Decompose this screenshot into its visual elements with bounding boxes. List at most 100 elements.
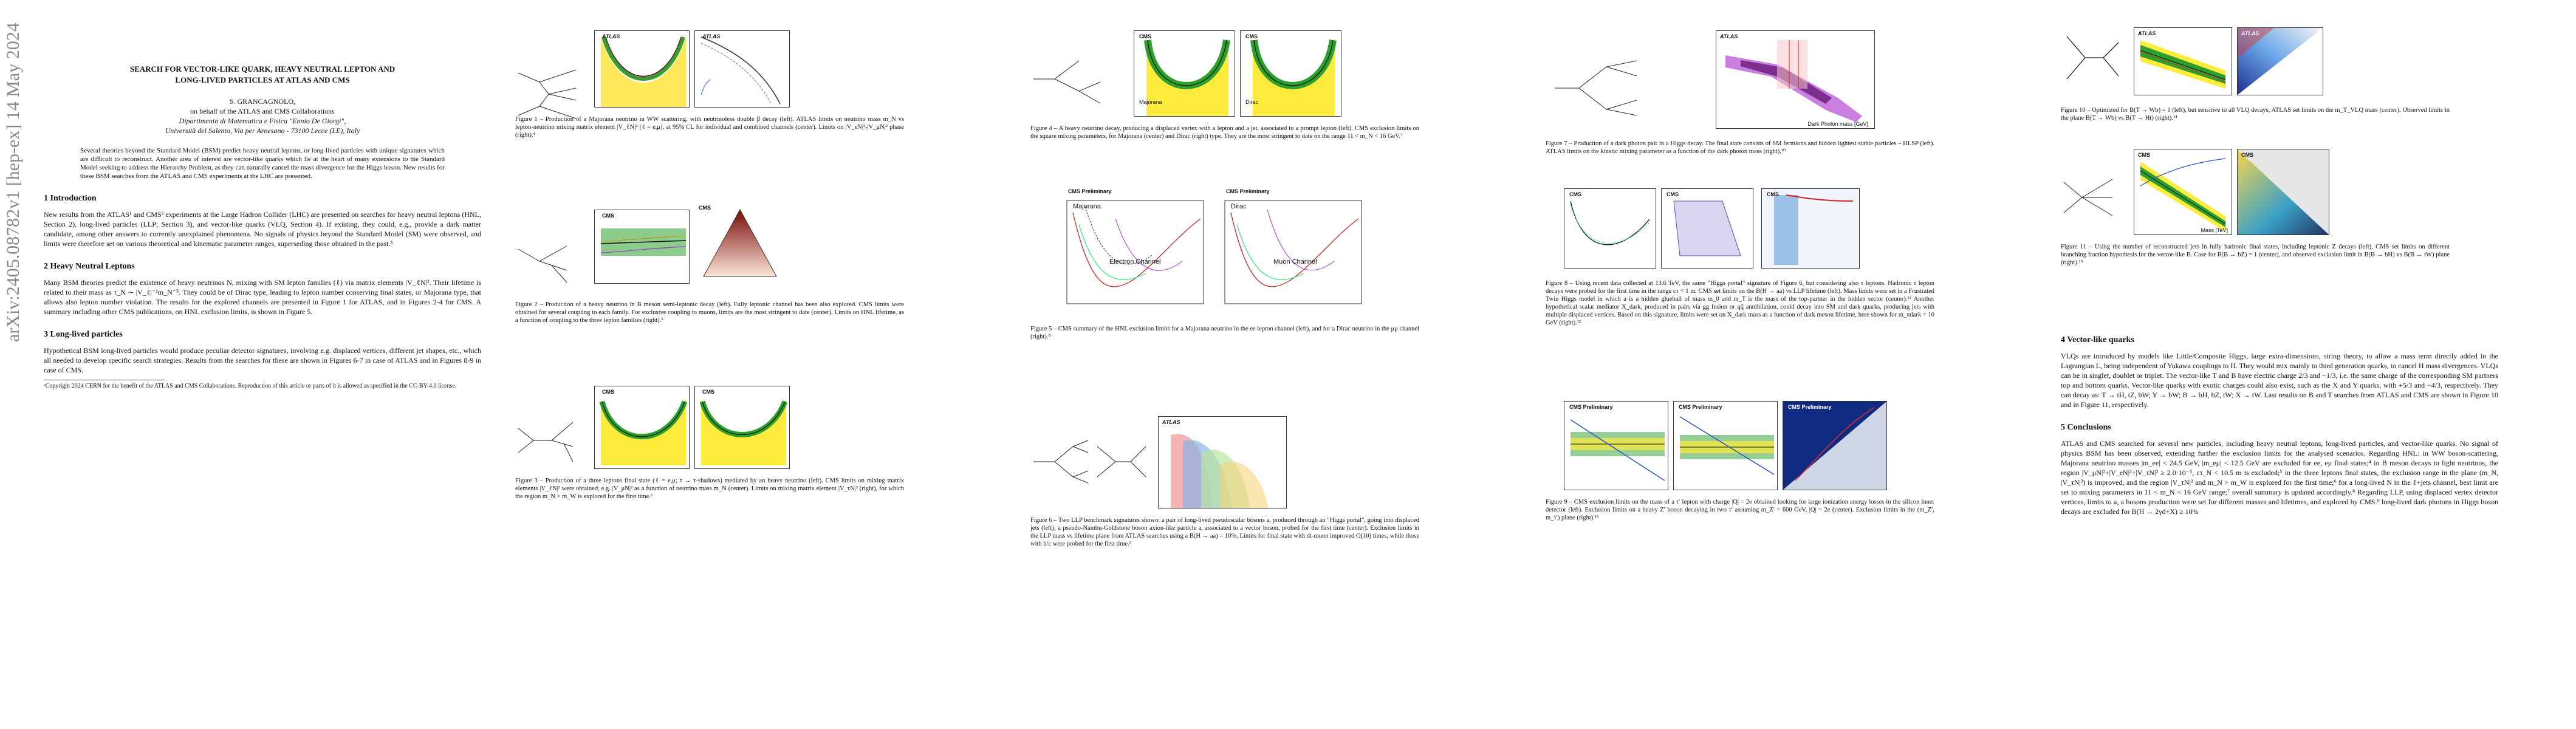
plot-label-cms-fig8b: CMS [1667, 191, 1679, 197]
footnote-text: ᵃCopyright 2024 CERN for the benefit of … [44, 383, 457, 389]
section-5-title: 5 Conclusions [2061, 423, 2111, 432]
plot-label-atlas-6: ATLAS [1162, 419, 1180, 425]
plot-fig6-right: ATLAS [1158, 416, 1287, 508]
plot-label-cms-prelim-9b: CMS Preliminary [1679, 404, 1722, 410]
affiliation-1: Dipartimento di Matematica e Fisica "Enn… [179, 117, 346, 125]
figure-7: ATLAS Dark Photon mass [GeV] Figure 7 – … [1546, 24, 2061, 182]
plot-fig4-majorana: CMS Majorana [1134, 30, 1235, 117]
plot-fig9-right: CMS Preliminary [1783, 401, 1887, 490]
plot-fig5-right: CMS Preliminary Dirac Muon Channel [1213, 188, 1365, 310]
plot-fig4-dirac: CMS Dirac [1240, 30, 1341, 117]
plot-fig8-left: CMS [1564, 188, 1656, 269]
author-name: S. GRANCAGNOLO, [229, 97, 296, 106]
abstract: Several theories beyond the Standard Mod… [80, 147, 445, 180]
figure-11: CMS Mass [TeV] CMS Figure 11 – Using the… [2061, 143, 2576, 295]
section-2-text: Many BSM theories predict the existence … [44, 278, 481, 316]
section-2-title: 2 Heavy Neutral Leptons [44, 262, 135, 271]
plot-label-electron: Electron Channel [1109, 258, 1161, 265]
section-1-title: 1 Introduction [44, 194, 97, 203]
plot-label-cms-fig4a: CMS [1139, 33, 1151, 39]
plot-fig5-left: CMS Preliminary Majorana Electron Channe… [1055, 188, 1207, 310]
plot-fig10-center: ATLAS [2134, 27, 2232, 95]
feynman-diagram-fig7 [1555, 60, 1637, 116]
plot-label-atlas-7: ATLAS [1720, 33, 1738, 39]
fig9-caption: Figure 9 – CMS exclusion limits on the m… [1546, 499, 1934, 521]
figure-5: CMS Preliminary Majorana Electron Channe… [1030, 182, 1546, 389]
plot-label-cms-fig11r: CMS [2241, 152, 2253, 158]
fig11-caption: Figure 11 – Using the number of reconstr… [2061, 244, 2450, 266]
plot-fig11-center: CMS Mass [TeV] [2134, 149, 2232, 235]
fig10-caption: Figure 10 – Optimized for B(T → Wb) = 1 … [2061, 107, 2450, 122]
plot-label-cms-fig8c: CMS [1767, 191, 1779, 197]
plot-label-majorana-5: Majorana [1073, 203, 1101, 210]
plot-fig1-right: ATLAS [694, 30, 790, 108]
plot-label-atlas-10: ATLAS [2138, 30, 2156, 36]
arxiv-stamp: arXiv:2405.08782v1 [hep-ex] 14 May 2024 [3, 22, 23, 342]
fig3-caption: Figure 3 – Production of a three leptons… [515, 477, 904, 500]
plot-label-cms-prelim-9a: CMS Preliminary [1569, 404, 1613, 410]
fig6-caption: Figure 6 – Two LLP benchmark signatures … [1030, 517, 1419, 547]
page-3: CMS Majorana CMS Dirac Figure 4 – A heav… [1030, 0, 1546, 729]
figure-6: ATLAS Figure 6 – Two LLP benchmark signa… [1030, 407, 1546, 608]
plot-xlabel-dark-photon: Dark Photon mass [GeV] [1807, 121, 1868, 127]
plot-fig10-right: ATLAS [2237, 27, 2323, 95]
figure-3: CMS CMS Figure 3 – Production of a three… [515, 386, 1030, 586]
plot-label-cms-prelim-9c: CMS Preliminary [1788, 404, 1832, 410]
section-3-title: 3 Long-lived particles [44, 330, 123, 339]
paper-title: SEARCH FOR VECTOR-LIKE QUARK, HEAVY NEUT… [44, 64, 481, 86]
author-collab: on behalf of the ATLAS and CMS Collabora… [190, 107, 335, 115]
page-2: ATLAS ATLAS Figure 1 – Production of a M… [515, 0, 1030, 729]
plot-fig3-right: CMS [694, 386, 790, 469]
figure-4: CMS Majorana CMS Dirac Figure 4 – A heav… [1030, 24, 1546, 170]
plot-fig9-center: CMS Preliminary [1673, 401, 1778, 490]
plot-fig8-right: CMS [1761, 188, 1860, 269]
plot-label-cms-fig11: CMS [2138, 152, 2150, 158]
feynman-diagram-fig6a [1033, 440, 1089, 484]
feynman-diagram-fig11 [2063, 179, 2113, 216]
page-4: ATLAS Dark Photon mass [GeV] Figure 7 – … [1546, 0, 2061, 729]
feynman-diagram-fig1 [518, 69, 577, 119]
plot-label-muon: Muon Channel [1273, 258, 1317, 265]
figure-9: CMS Preliminary CMS Preliminary CMS Prel… [1546, 395, 2061, 589]
fig4-caption: Figure 4 – A heavy neutrino decay, produ… [1030, 125, 1419, 140]
plot-fig2-right: CMS [697, 204, 783, 289]
feynman-diagram-fig3 [518, 422, 574, 462]
fig1-caption: Figure 1 – Production of a Majorana neut… [515, 116, 904, 139]
footnote: ᵃCopyright 2024 CERN for the benefit of … [44, 380, 456, 390]
page-1: arXiv:2405.08782v1 [hep-ex] 14 May 2024 … [0, 0, 515, 729]
plot-label-atlas-10b: ATLAS [2241, 30, 2259, 36]
affiliation-2: Università del Salento, Via per Arnesano… [165, 126, 360, 135]
plot-fig2-center: CMS [594, 210, 690, 284]
plot-label-cms-fig3r: CMS [702, 389, 714, 395]
plot-label-cms-fig4b: CMS [1245, 33, 1258, 39]
plot-label-atlas: ATLAS [602, 33, 620, 39]
plot-label-cms-fig2: CMS [602, 213, 614, 219]
fig7-caption: Figure 7 – Production of a dark photon p… [1546, 140, 1934, 155]
title-line-2: LONG-LIVED PARTICLES AT ATLAS AND CMS [175, 75, 350, 84]
plot-label-atlas-2: ATLAS [702, 33, 721, 39]
plot-label-dirac-5: Dirac [1231, 203, 1247, 210]
plot-xlabel-mass-tev: Mass [TeV] [2201, 227, 2228, 233]
plot-fig1-center: ATLAS [594, 30, 690, 108]
plot-label-cms-prelim-5b: CMS Preliminary [1226, 188, 1270, 194]
plot-label-dirac: Dirac [1245, 99, 1259, 105]
plot-fig3-center: CMS [594, 386, 690, 469]
feynman-diagram-fig2 [518, 245, 567, 283]
fig8-caption: Figure 8 – Using recent data collected a… [1546, 280, 1934, 326]
title-line-1: SEARCH FOR VECTOR-LIKE QUARK, HEAVY NEUT… [129, 64, 396, 74]
section-4-title: 4 Vector-like quarks [2061, 335, 2134, 344]
fig2-caption: Figure 2 – Production of a heavy neutrin… [515, 301, 904, 324]
section-4-text: VLQs are introduced by models like Littl… [2061, 352, 2498, 409]
feynman-diagram-fig4 [1033, 60, 1101, 104]
section-1-text: New results from the ATLAS¹ and CMS² exp… [44, 210, 481, 248]
plot-fig7-right: ATLAS Dark Photon mass [GeV] [1716, 30, 1875, 129]
plot-label-cms-fig2r: CMS [699, 205, 711, 211]
figure-10: ATLAS ATLAS Figure 10 – Optimized for B(… [2061, 24, 2576, 128]
author-block: S. GRANCAGNOLO, on behalf of the ATLAS a… [44, 97, 481, 135]
figure-2: CMS CMS Figure 2 – Production of a heavy… [515, 200, 1030, 371]
plot-label-cms-prelim-5a: CMS Preliminary [1068, 188, 1112, 194]
plot-fig8-center: CMS [1661, 188, 1753, 269]
plot-label-cms-fig8a: CMS [1569, 191, 1581, 197]
plot-fig11-right: CMS [2237, 149, 2329, 235]
plot-label-cms-fig3: CMS [602, 389, 614, 395]
